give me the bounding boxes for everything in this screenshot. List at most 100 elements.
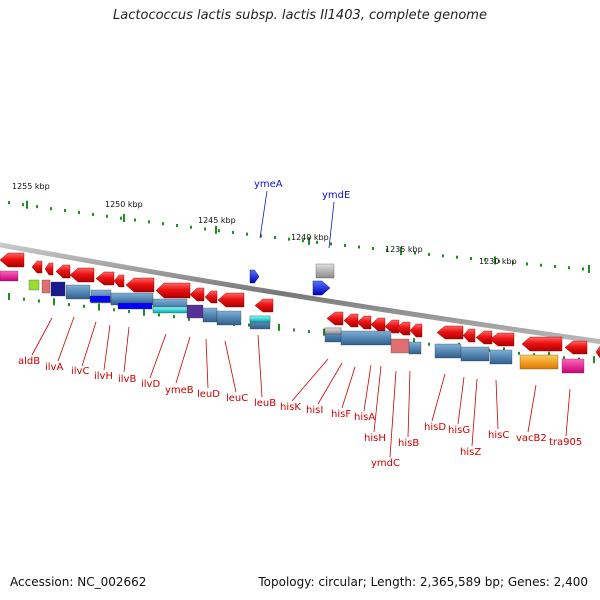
scale-dot <box>232 230 234 234</box>
scale-dot <box>22 203 24 207</box>
gene-arrow <box>475 330 493 345</box>
scale-dot <box>344 243 346 247</box>
scale-dot <box>386 248 388 252</box>
label-leader <box>527 384 537 433</box>
label-leaders <box>31 190 571 458</box>
scale-dot <box>413 338 415 346</box>
scale-dot <box>568 266 570 270</box>
scale-dot <box>248 323 250 327</box>
label-leader <box>149 333 167 379</box>
gene-block <box>519 354 559 370</box>
scale-dot <box>526 262 528 266</box>
gene-arrow <box>595 345 600 359</box>
gene-label-aldB: aldB <box>18 356 40 367</box>
gene-label-hisD: hisD <box>424 422 446 433</box>
gene-arrow <box>521 336 563 352</box>
scale-dot <box>498 259 500 263</box>
scale-dot <box>106 214 108 218</box>
gene-arrow <box>204 290 218 304</box>
gene-arrow <box>564 340 588 355</box>
scale-dot <box>246 232 248 236</box>
label-leader <box>495 379 499 430</box>
scale-dot <box>414 251 416 255</box>
gene-features <box>0 252 600 374</box>
gene-block <box>0 270 19 282</box>
scale-major-tick <box>400 247 402 255</box>
scale-dot <box>470 257 472 261</box>
gene-arrow <box>249 269 260 284</box>
label-leader <box>317 362 343 405</box>
label-leader <box>31 317 53 356</box>
gene-arrow <box>343 313 359 328</box>
scale-dot <box>540 263 542 267</box>
gene-block <box>340 330 392 346</box>
scale-label: 1240 kbp <box>291 233 329 242</box>
label-leader <box>341 366 356 409</box>
gene-block <box>50 281 66 297</box>
label-leader <box>565 388 571 437</box>
gene-label-hisC: hisC <box>488 430 509 441</box>
gene-label-hisA: hisA <box>354 412 375 423</box>
scale-dot <box>323 328 325 336</box>
map-title: Lactococcus lactis subsp. lactis Il1403,… <box>113 8 487 23</box>
scale-label: 1230 kbp <box>479 257 517 266</box>
scale-label: 1250 kbp <box>105 200 143 209</box>
gene-block <box>434 343 462 359</box>
gene-label-ymeB: ymeB <box>165 385 194 396</box>
gene-block <box>202 307 218 323</box>
label-leader <box>224 340 237 393</box>
gene-label-ilvA: ilvA <box>45 362 63 373</box>
label-leader <box>389 370 397 458</box>
gene-block <box>249 315 271 323</box>
scale-major-tick <box>215 225 217 234</box>
label-leader <box>363 364 372 412</box>
label-leader <box>257 334 263 398</box>
genome-backbone <box>0 242 600 345</box>
gene-label-hisI: hisI <box>306 405 323 416</box>
scale-dot <box>456 255 458 259</box>
label-leader <box>175 336 191 384</box>
label-leader <box>457 376 465 425</box>
scale-dot <box>83 304 85 308</box>
scale-labels: 1255 kbp 1250 kbp 1245 kbp 1240 kbp 1235 kbp… <box>12 182 517 266</box>
gene-block <box>89 295 111 303</box>
scale-dot <box>36 205 38 209</box>
gene-label-leuC: leuC <box>226 393 248 404</box>
gene-block <box>489 349 513 365</box>
scale-dot <box>484 258 486 262</box>
gene-label-ymeA: ymeA <box>254 179 283 190</box>
scale-dot <box>8 292 10 300</box>
label-leader <box>471 378 478 447</box>
gene-block <box>65 284 91 300</box>
scale-dot <box>274 235 276 239</box>
scale-dot <box>120 216 122 220</box>
gene-block <box>186 304 204 319</box>
label-leader <box>328 201 335 249</box>
scale-dot <box>428 342 430 346</box>
scale-dot <box>98 303 100 311</box>
scale-dot <box>113 308 115 312</box>
gene-arrow <box>155 282 191 299</box>
scale-dot <box>442 254 444 258</box>
gene-label-hisF: hisF <box>331 409 351 420</box>
scale-dot <box>176 223 178 227</box>
label-leader <box>431 373 446 422</box>
gene-arrow <box>436 325 464 340</box>
scale-dot <box>38 299 40 303</box>
scale-dot <box>50 207 52 211</box>
scale-dot <box>288 237 290 241</box>
gene-label-ilvH: ilvH <box>94 371 113 382</box>
gene-label-leuD: leuD <box>197 389 220 400</box>
gene-label-leuB: leuB <box>254 398 276 409</box>
label-leader <box>373 365 382 433</box>
scale-dot <box>92 212 94 216</box>
gene-label-ilvC: ilvC <box>71 366 89 377</box>
gene-arrow <box>312 280 331 296</box>
gene-label-vacB2: vacB2 <box>516 433 547 444</box>
gene-arrow <box>254 298 274 313</box>
scale-major-tick <box>494 256 496 265</box>
scale-dot <box>78 211 80 215</box>
scale-major-tick <box>123 214 125 223</box>
scale-dot <box>190 225 192 229</box>
